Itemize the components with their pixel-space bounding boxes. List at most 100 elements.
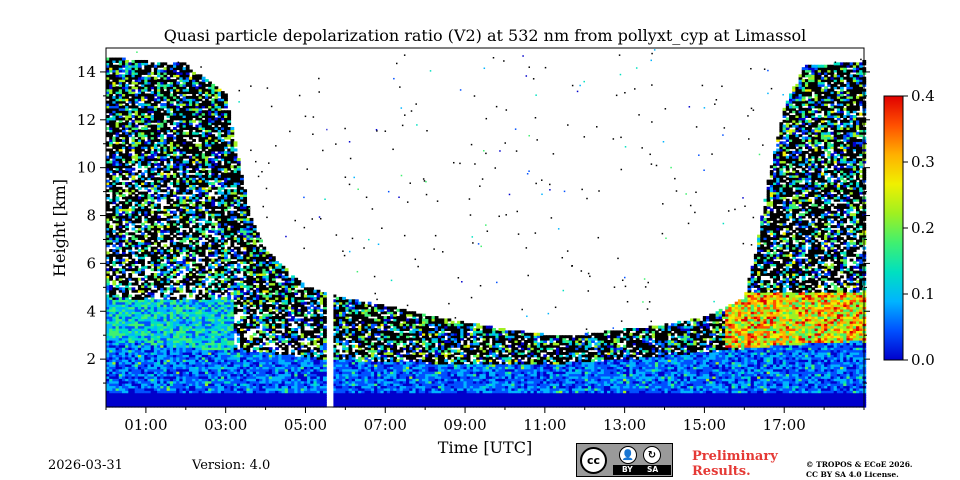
heatmap-cell (141, 136, 145, 140)
heatmap-cell (125, 146, 129, 150)
heatmap-cell (118, 270, 123, 274)
heatmap-cell (118, 146, 123, 150)
heatmap-cell (128, 378, 133, 382)
heatmap-cell (134, 129, 139, 133)
heatmap-cell (134, 215, 139, 219)
heatmap-cell (141, 320, 145, 324)
heatmap-cell (118, 387, 123, 391)
heatmap-cell (150, 282, 155, 286)
heatmap-cell (153, 335, 158, 339)
heatmap-cell (128, 134, 133, 138)
heatmap-cell (118, 296, 123, 300)
heatmap-cell (166, 126, 171, 130)
heatmap-cell (134, 198, 139, 202)
heatmap-cell (125, 160, 129, 164)
heatmap-cell (157, 196, 161, 200)
heatmap-cell (128, 208, 133, 212)
heatmap-cell (134, 323, 139, 327)
heatmap-cell (131, 287, 136, 291)
heatmap-cell (157, 141, 161, 145)
heatmap-cell (137, 402, 142, 406)
heatmap-cell (112, 95, 117, 99)
heatmap-cell (115, 344, 120, 348)
heatmap-cell (169, 296, 174, 300)
heatmap-cell (147, 150, 152, 154)
heatmap-cell (160, 366, 165, 370)
heatmap-cell (137, 74, 142, 78)
heatmap-cell (106, 110, 110, 114)
heatmap-cell (118, 404, 123, 408)
heatmap-cell (128, 395, 133, 399)
heatmap-cell (131, 330, 136, 334)
heatmap-cell (160, 91, 165, 95)
heatmap-cell (112, 404, 117, 408)
heatmap-cell (125, 378, 129, 382)
heatmap-cell (141, 325, 145, 329)
heatmap-cell (115, 395, 120, 399)
heatmap-cell (134, 325, 139, 329)
heatmap-cell (106, 339, 110, 343)
heatmap-cell (106, 227, 110, 231)
heatmap-cell (121, 337, 126, 341)
heatmap-cell (163, 296, 168, 300)
heatmap-cell (144, 313, 149, 317)
heatmap-cell (144, 155, 149, 159)
heatmap-cell (153, 64, 158, 68)
heatmap-cell (115, 306, 120, 310)
heatmap-cell (115, 325, 120, 329)
heatmap-cell (141, 196, 145, 200)
heatmap-cell (169, 395, 174, 399)
heatmap-cell (112, 71, 117, 75)
heatmap-cell (137, 313, 142, 317)
heatmap-cell (153, 91, 158, 95)
heatmap-cell (109, 59, 113, 63)
heatmap-cell (134, 351, 139, 355)
heatmap-cell (163, 301, 168, 305)
heatmap-cell (121, 237, 126, 241)
heatmap-cell (137, 112, 142, 116)
heatmap-cell (160, 378, 165, 382)
heatmap-cell (144, 368, 149, 372)
heatmap-cell (150, 237, 155, 241)
heatmap-cell (153, 110, 158, 114)
heatmap-cell (157, 387, 161, 391)
heatmap-cell (160, 115, 165, 118)
heatmap-cell (150, 134, 155, 138)
heatmap-cell (141, 143, 145, 147)
heatmap-cell (118, 227, 123, 231)
heatmap-cell (144, 280, 149, 284)
heatmap-cell (112, 198, 117, 202)
heatmap-cell (160, 399, 165, 403)
heatmap-cell (166, 177, 171, 181)
heatmap-cell (118, 222, 123, 226)
heatmap-cell (134, 356, 139, 360)
heatmap-cell (157, 318, 161, 322)
heatmap-cell (128, 311, 133, 315)
heatmap-cell (109, 258, 113, 262)
heatmap-cell (115, 402, 120, 406)
heatmap-cell (137, 220, 142, 224)
heatmap-cell (153, 373, 158, 377)
heatmap-cell (106, 81, 110, 85)
heatmap-cell (128, 122, 133, 126)
heatmap-cell (131, 316, 136, 320)
heatmap-cell (153, 385, 158, 389)
heatmap-cell (157, 378, 161, 382)
heatmap-cell (121, 251, 126, 255)
heatmap-cell (109, 287, 113, 291)
heatmap-cell (166, 375, 171, 379)
heatmap-cell (147, 323, 152, 327)
heatmap-cell (160, 330, 165, 334)
heatmap-cell (131, 332, 136, 336)
heatmap-cell (125, 263, 129, 267)
heatmap-cell (150, 344, 155, 348)
heatmap-cell (106, 402, 110, 406)
heatmap-cell (115, 390, 120, 394)
heatmap-cell (166, 277, 171, 281)
heatmap-cell (141, 107, 145, 111)
heatmap-cell (166, 112, 171, 116)
heatmap-cell (163, 363, 168, 367)
heatmap-cell (163, 328, 168, 332)
heatmap-cell (134, 306, 139, 310)
heatmap-cell (166, 272, 171, 276)
